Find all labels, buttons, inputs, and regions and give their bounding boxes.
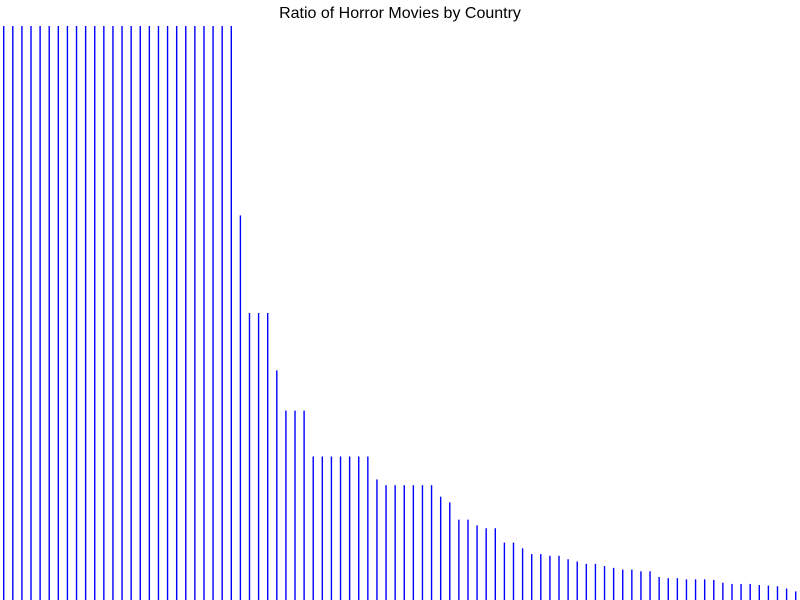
bar (576, 561, 578, 600)
bar (294, 410, 296, 600)
bar (494, 528, 496, 600)
bar (3, 26, 5, 600)
bar (795, 591, 797, 600)
bar (348, 456, 351, 600)
bar (130, 26, 132, 600)
bar (203, 26, 205, 600)
bar (339, 456, 342, 600)
bar (585, 563, 588, 600)
bar (767, 585, 770, 600)
bar (239, 215, 242, 600)
bar (703, 579, 706, 600)
bar (667, 578, 669, 600)
bar (303, 410, 305, 600)
bar (358, 456, 360, 600)
bar (39, 26, 41, 600)
bar (485, 528, 487, 600)
bar (640, 571, 642, 600)
bar (121, 26, 123, 600)
bar (549, 555, 551, 600)
bar (367, 456, 369, 600)
bar-series (3, 26, 797, 600)
bar (212, 26, 214, 600)
bar (75, 26, 78, 600)
bar (694, 579, 697, 600)
bar (112, 26, 114, 600)
bar (385, 485, 387, 600)
bar (558, 555, 560, 600)
bar (567, 559, 569, 600)
bar (758, 585, 760, 600)
bar (649, 571, 651, 600)
bar (740, 583, 742, 600)
bar (503, 542, 506, 600)
bar (57, 26, 60, 600)
bar (594, 563, 597, 600)
bar (631, 569, 633, 600)
bar (285, 410, 287, 600)
bar (467, 519, 469, 600)
bar (267, 313, 269, 600)
bar (312, 456, 314, 600)
bar (512, 542, 515, 600)
bar (412, 485, 415, 600)
bar (21, 26, 23, 600)
bar (148, 26, 151, 600)
bar (139, 26, 141, 600)
bar (421, 485, 424, 600)
bar (785, 588, 788, 600)
bar (776, 586, 779, 600)
bar (221, 26, 223, 600)
bar (194, 26, 196, 600)
bar (731, 583, 733, 600)
bar (48, 26, 50, 600)
bar (713, 579, 715, 600)
bar (103, 26, 105, 600)
bar (94, 26, 96, 600)
bar (458, 519, 460, 600)
bar (330, 456, 333, 600)
bar (394, 485, 396, 600)
bar (248, 313, 251, 600)
bar (540, 554, 542, 600)
bar (521, 548, 524, 600)
bar (603, 566, 606, 600)
bar (157, 26, 160, 600)
bar (276, 370, 278, 600)
bar (30, 26, 32, 600)
bar (449, 502, 451, 600)
bar (476, 525, 478, 600)
bar (84, 26, 87, 600)
bar (676, 578, 679, 600)
bar (185, 26, 187, 600)
bar (66, 26, 69, 600)
bar (321, 456, 324, 600)
bar (257, 313, 260, 600)
bar (166, 26, 169, 600)
bar (12, 26, 14, 600)
bar (430, 485, 433, 600)
bar (685, 579, 688, 600)
bar (722, 582, 724, 600)
bar (376, 479, 378, 600)
bar (230, 26, 232, 600)
bar (749, 583, 751, 600)
bar (622, 569, 624, 600)
bar (531, 554, 533, 600)
chart-title: Ratio of Horror Movies by Country (279, 5, 521, 22)
bar (403, 485, 405, 600)
bar (439, 496, 442, 600)
bar (612, 567, 615, 600)
bar (175, 26, 178, 600)
bar (658, 577, 660, 600)
